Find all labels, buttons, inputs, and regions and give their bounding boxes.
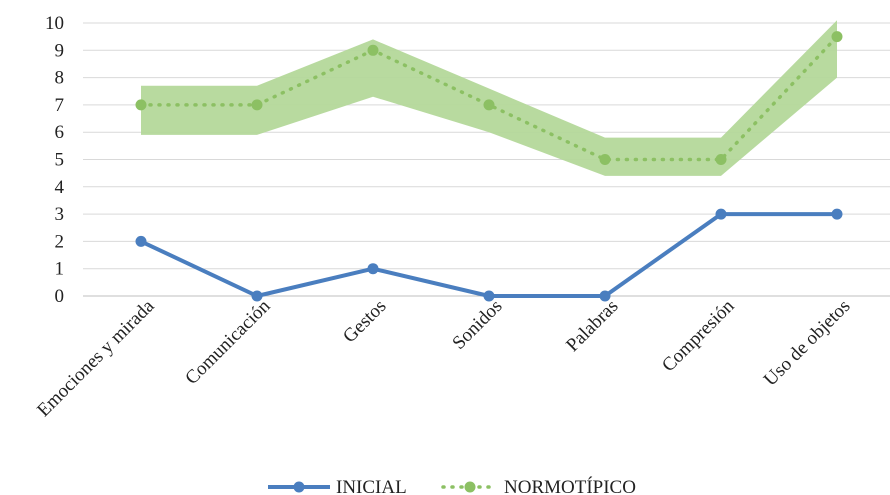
y-tick-label: 6: [55, 122, 65, 143]
x-tick-label: Comunicación: [181, 295, 275, 389]
data-point-inicial: [831, 208, 843, 220]
legend-marker-inicial: [293, 481, 305, 493]
y-tick-label: 4: [55, 177, 65, 198]
x-tick-label: Compresión: [658, 295, 739, 376]
x-tick-label: Palabras: [562, 296, 622, 356]
legend-marker-normotipico: [464, 481, 476, 493]
data-point-inicial: [715, 208, 727, 220]
y-tick-label: 3: [55, 204, 65, 225]
data-point-normot-pico: [483, 99, 495, 111]
y-tick-label: 0: [55, 286, 65, 307]
y-axis-ticks: 0 1 2 3 4 5 6 7 8 9 10: [45, 13, 65, 307]
data-point-normot-pico: [831, 31, 843, 43]
data-point-normot-pico: [367, 44, 379, 56]
data-point-inicial: [599, 290, 611, 302]
legend-label-normotipico: NORMOTÍPICO: [504, 476, 636, 495]
data-point-inicial: [367, 263, 379, 275]
x-axis-ticks: Emociones y mirada Comunicación Gestos Soni…: [33, 295, 854, 421]
legend-label-inicial: INICIAL: [336, 477, 407, 495]
x-tick-label: Emociones y mirada: [33, 295, 159, 421]
y-tick-label: 5: [55, 150, 65, 171]
x-tick-label: Sonidos: [448, 296, 506, 354]
series-lines: [135, 31, 843, 302]
y-tick-label: 8: [55, 68, 65, 89]
y-tick-label: 2: [55, 231, 65, 252]
normotipico-range-band: [141, 20, 837, 176]
x-tick-label: Gestos: [339, 296, 390, 347]
range-band-area: [141, 20, 837, 176]
data-point-normot-pico: [715, 154, 727, 165]
y-tick-label: 7: [55, 95, 65, 116]
x-tick-label: Uso de objetos: [760, 296, 855, 391]
grid-lines: [83, 22, 890, 270]
y-tick-label: 9: [55, 40, 65, 61]
data-point-inicial: [135, 235, 147, 247]
y-tick-label: 1: [55, 259, 65, 280]
series-line-inicial: [140, 212, 837, 298]
data-point-inicial: [483, 290, 495, 302]
y-tick-label: 10: [45, 13, 64, 34]
data-point-normot-pico: [251, 99, 263, 111]
data-point-inicial: [251, 290, 263, 302]
data-point-normot-pico: [135, 99, 147, 111]
data-point-normot-pico: [599, 154, 611, 165]
legend: INICIAL NORMOTÍPICO: [268, 476, 636, 495]
